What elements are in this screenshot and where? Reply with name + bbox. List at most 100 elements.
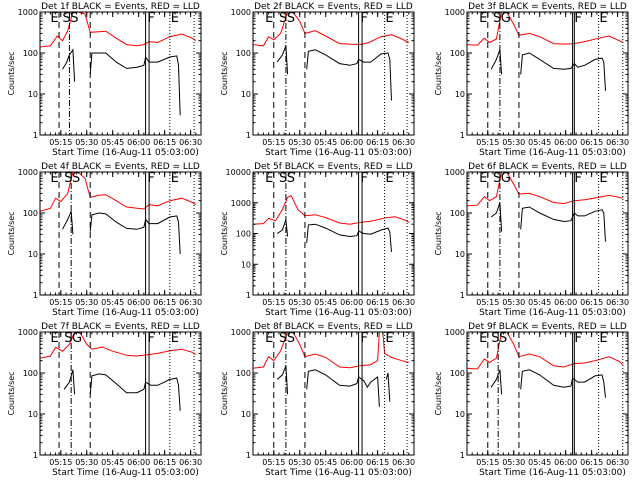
x-tick-label: 06:15 — [366, 298, 389, 307]
y-tick-label: 1 — [33, 291, 38, 300]
y-axis-label: Counts/sec — [220, 51, 229, 95]
marker-label: F — [574, 331, 581, 346]
x-tick-label: 06:30 — [392, 138, 415, 147]
y-tick-label: 1000 — [18, 8, 38, 17]
y-tick-label: 1 — [246, 131, 251, 140]
x-tick-label: 05:15 — [49, 138, 72, 147]
series-events-line — [520, 52, 606, 91]
x-tick-label: 06:15 — [580, 138, 603, 147]
y-tick-label: 100 — [450, 209, 465, 218]
panel-title: Det 8f BLACK = Events, RED = LLD — [254, 322, 413, 332]
marker-label: E — [479, 11, 487, 26]
x-tick-label: 05:15 — [262, 138, 285, 147]
series-lld-line — [253, 195, 410, 225]
plot-frame — [39, 331, 202, 456]
plot-frame — [466, 11, 629, 136]
plot-frame — [252, 331, 415, 456]
marker-label: F — [574, 171, 581, 186]
x-tick-label: 06:15 — [366, 138, 389, 147]
marker-label: E — [385, 331, 393, 346]
y-axis-label: Counts/sec — [220, 211, 229, 255]
marker-label: G — [501, 11, 511, 26]
marker-label: S — [493, 171, 501, 186]
y-tick-label: 100 — [23, 49, 38, 58]
marker-label: S — [287, 171, 295, 186]
y-tick-label: 1000 — [18, 328, 38, 337]
x-tick-label: 05:45 — [528, 138, 551, 147]
y-tick-label: 1000 — [445, 168, 465, 177]
marker-label: S — [287, 331, 295, 346]
y-tick-label: 100 — [236, 49, 251, 58]
series-events-line — [385, 372, 391, 402]
y-tick-label: 1 — [33, 131, 38, 140]
plot-frame — [39, 11, 202, 136]
marker-label: E — [385, 171, 393, 186]
marker-label: E — [599, 11, 607, 26]
series-events-line — [62, 211, 74, 235]
y-tick-label: 1000 — [231, 199, 251, 208]
y-axis-label: Counts/sec — [7, 371, 16, 415]
series-events-line — [62, 48, 76, 82]
y-tick-label: 1 — [460, 451, 465, 460]
x-tick-label: 06:30 — [179, 298, 202, 307]
x-tick-label: 05:30 — [502, 458, 525, 467]
marker-label: E — [479, 331, 487, 346]
x-axis-label: Start Time (16-Aug-11 05:03:00) — [265, 308, 412, 318]
series-events-line — [306, 49, 392, 101]
plot-frame — [466, 331, 629, 456]
marker-label: E — [385, 11, 393, 26]
series-lld-line — [253, 12, 410, 47]
x-tick-label: 05:15 — [262, 298, 285, 307]
x-tick-label: 05:30 — [288, 458, 311, 467]
x-tick-label: 05:15 — [49, 298, 72, 307]
panel-title: Det 4f BLACK = Events, RED = LLD — [41, 162, 200, 172]
marker-label: S — [279, 171, 287, 186]
x-tick-label: 05:30 — [502, 138, 525, 147]
x-tick-label: 06:30 — [179, 138, 202, 147]
y-tick-label: 1000 — [445, 8, 465, 17]
x-tick-label: 05:45 — [314, 458, 337, 467]
x-axis-label: Start Time (16-Aug-11 05:03:00) — [265, 468, 412, 478]
marker-label: S — [279, 331, 287, 346]
y-tick-label: 100 — [450, 49, 465, 58]
y-axis-label: Counts/sec — [434, 371, 443, 415]
series-events-line — [306, 369, 380, 407]
x-tick-label: 05:15 — [476, 138, 499, 147]
y-tick-label: 1000 — [231, 8, 251, 17]
y-tick-label: 100 — [23, 209, 38, 218]
plot-frame — [466, 171, 629, 296]
x-tick-label: 06:00 — [127, 298, 150, 307]
marker-label: S — [287, 11, 295, 26]
marker-label: S — [493, 11, 501, 26]
x-tick-label: 06:00 — [554, 298, 577, 307]
x-tick-label: 05:45 — [314, 298, 337, 307]
marker-label: F — [147, 11, 154, 26]
y-tick-label: 10 — [28, 250, 38, 259]
panel-title: Det 9f BLACK = Events, RED = LLD — [468, 322, 627, 332]
y-axis-label: Counts/sec — [434, 211, 443, 255]
series-events-line — [520, 206, 606, 242]
series-events-line — [276, 45, 289, 75]
x-tick-label: 06:15 — [153, 458, 176, 467]
marker-label: E — [171, 11, 179, 26]
marker-label: E — [599, 171, 607, 186]
series-events-line — [306, 223, 392, 253]
y-tick-label: 1000 — [231, 328, 251, 337]
x-tick-label: 05:30 — [288, 298, 311, 307]
x-axis-label: Start Time (16-Aug-11 05:03:00) — [479, 308, 626, 318]
y-axis-label: Counts/sec — [434, 51, 443, 95]
y-tick-label: 10000 — [226, 168, 251, 177]
series-lld-line — [40, 172, 197, 212]
x-tick-label: 06:30 — [179, 458, 202, 467]
panel-title: Det 2f BLACK = Events, RED = LLD — [254, 2, 413, 12]
series-events-line — [276, 219, 289, 237]
marker-label: E — [50, 11, 58, 26]
marker-label: G — [501, 171, 511, 186]
y-tick-label: 100 — [236, 369, 251, 378]
